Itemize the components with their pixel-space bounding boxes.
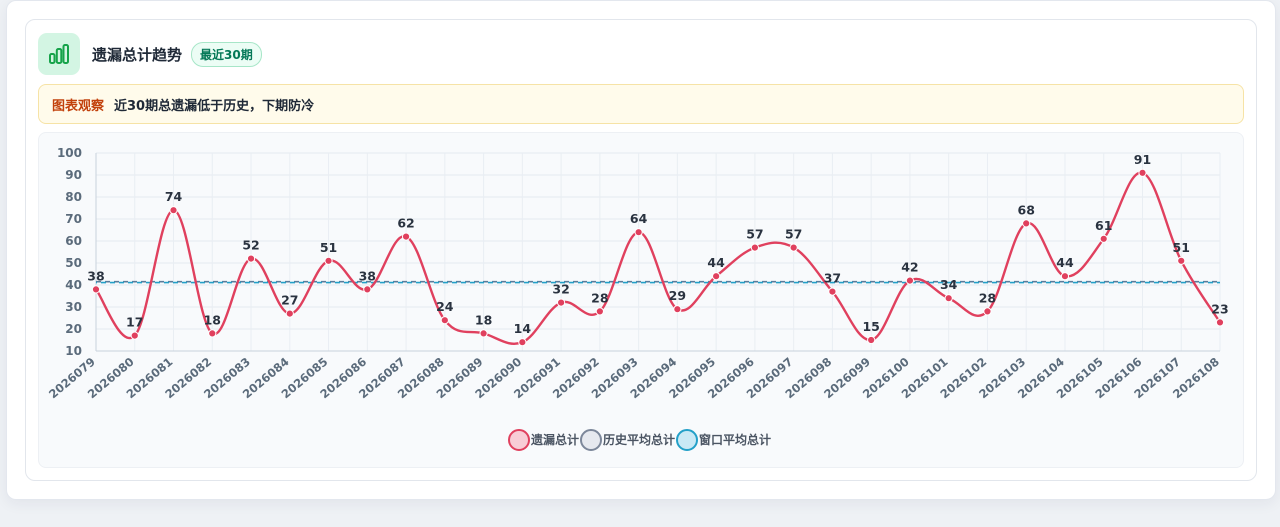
data-label: 17 bbox=[126, 315, 143, 330]
y-tick-label: 10 bbox=[65, 344, 82, 358]
data-label: 28 bbox=[979, 290, 996, 305]
data-label: 51 bbox=[320, 240, 337, 255]
data-label: 57 bbox=[746, 227, 763, 242]
data-label: 18 bbox=[204, 312, 221, 327]
data-point bbox=[246, 254, 256, 263]
data-point bbox=[1099, 234, 1108, 243]
data-point bbox=[401, 232, 411, 241]
legend-swatch bbox=[580, 429, 602, 451]
data-label: 34 bbox=[940, 277, 958, 292]
page-card: 遗漏总计趋势 最近30期 图表观察 近30期总遗漏低于历史，下期防冷 10 20 3… bbox=[6, 0, 1276, 500]
data-point bbox=[557, 298, 566, 307]
data-point bbox=[867, 335, 876, 345]
data-point bbox=[440, 316, 449, 325]
y-tick-label: 70 bbox=[65, 212, 82, 226]
legend-label: 历史平均总计 bbox=[603, 432, 675, 447]
legend-item[interactable]: 历史平均总计 bbox=[580, 429, 675, 451]
data-label: 44 bbox=[707, 255, 725, 270]
legend-swatch bbox=[508, 429, 530, 451]
data-label: 57 bbox=[785, 227, 802, 242]
y-tick-label: 100 bbox=[57, 146, 82, 160]
legend-swatch bbox=[676, 429, 698, 451]
y-tick-label: 50 bbox=[65, 256, 82, 270]
data-label: 61 bbox=[1095, 218, 1112, 233]
data-label: 14 bbox=[514, 321, 532, 336]
data-point bbox=[634, 228, 643, 237]
data-label: 51 bbox=[1173, 240, 1190, 255]
data-label: 32 bbox=[552, 282, 569, 297]
observation-text: 近30期总遗漏低于历史，下期防冷 bbox=[114, 98, 315, 114]
data-label: 24 bbox=[436, 299, 454, 314]
data-point bbox=[1138, 168, 1147, 177]
y-tick-label: 30 bbox=[65, 300, 82, 314]
data-point bbox=[91, 285, 101, 294]
data-point bbox=[479, 329, 488, 338]
data-point bbox=[1177, 256, 1186, 265]
data-label: 62 bbox=[397, 216, 414, 231]
y-tick-label: 90 bbox=[65, 168, 82, 182]
data-point bbox=[1060, 272, 1070, 281]
data-label: 29 bbox=[669, 288, 686, 303]
data-point bbox=[518, 338, 527, 347]
data-label: 64 bbox=[630, 211, 648, 226]
y-tick-label: 80 bbox=[65, 190, 82, 204]
data-point bbox=[1022, 219, 1031, 228]
data-point bbox=[828, 287, 837, 296]
bar-chart-icon bbox=[38, 33, 80, 75]
panel-header: 遗漏总计趋势 最近30期 bbox=[38, 33, 262, 75]
data-label: 37 bbox=[824, 271, 841, 286]
main-series-line bbox=[95, 171, 1222, 345]
data-label: 74 bbox=[165, 189, 183, 204]
legend-label: 遗漏总计 bbox=[530, 432, 579, 447]
data-point bbox=[983, 307, 992, 316]
range-badge[interactable]: 最近30期 bbox=[191, 41, 262, 67]
legend-label: 窗口平均总计 bbox=[699, 432, 771, 447]
legend-item[interactable]: 窗口平均总计 bbox=[676, 429, 771, 451]
data-point bbox=[750, 243, 759, 252]
data-point bbox=[208, 329, 217, 338]
data-label: 68 bbox=[1018, 202, 1035, 217]
trend-panel: 遗漏总计趋势 最近30期 图表观察 近30期总遗漏低于历史，下期防冷 10 20 3… bbox=[25, 19, 1257, 481]
data-point bbox=[130, 331, 139, 340]
y-tick-label: 60 bbox=[65, 234, 82, 248]
data-point bbox=[905, 276, 915, 285]
data-label: 38 bbox=[87, 268, 104, 283]
observation-label: 图表观察 bbox=[52, 98, 105, 114]
data-point bbox=[1215, 318, 1225, 327]
line-chart: 1020304050607080901002026079202608020260… bbox=[46, 146, 1229, 451]
data-point bbox=[595, 307, 604, 316]
grid bbox=[95, 152, 1221, 352]
data-point bbox=[944, 294, 953, 303]
data-label: 28 bbox=[591, 290, 608, 305]
y-tick-label: 20 bbox=[65, 322, 82, 336]
data-label: 15 bbox=[862, 319, 879, 334]
data-point bbox=[712, 272, 721, 281]
data-label: 52 bbox=[242, 238, 259, 253]
data-label: 23 bbox=[1211, 301, 1228, 316]
data-point bbox=[285, 309, 294, 318]
data-point bbox=[363, 285, 372, 294]
chart-observation-banner: 图表观察 近30期总遗漏低于历史，下期防冷 bbox=[38, 84, 1244, 124]
data-label: 27 bbox=[281, 293, 298, 308]
panel-title: 遗漏总计趋势 bbox=[92, 45, 183, 64]
data-point bbox=[789, 243, 798, 252]
data-label: 38 bbox=[359, 268, 376, 283]
data-label: 42 bbox=[901, 260, 918, 275]
data-label: 44 bbox=[1056, 255, 1074, 270]
y-tick-label: 40 bbox=[65, 278, 82, 292]
chart-container: 10 20 30 40 50 60 70 80 90 100 2026079 2026080 20260… bbox=[38, 132, 1244, 468]
data-point bbox=[169, 206, 178, 215]
data-point bbox=[324, 256, 333, 265]
data-label: 18 bbox=[475, 312, 492, 327]
data-point bbox=[673, 305, 682, 314]
legend-item[interactable]: 遗漏总计 bbox=[508, 429, 579, 451]
data-label: 91 bbox=[1134, 152, 1151, 167]
